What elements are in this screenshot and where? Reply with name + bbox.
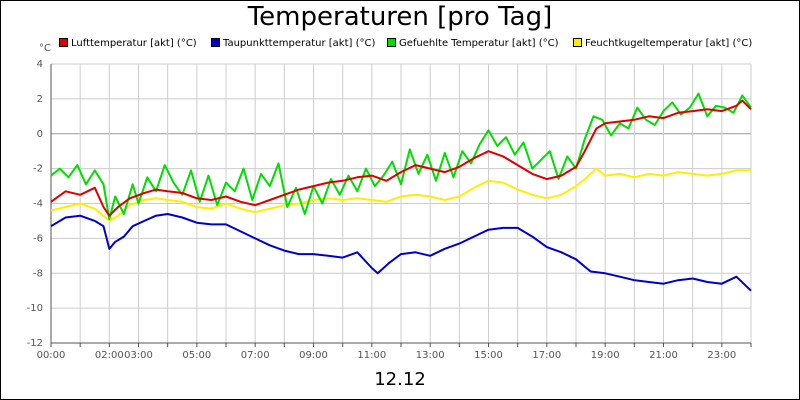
legend-label-taupunkttemperatur: Taupunkttemperatur [akt] (°C) <box>223 38 376 49</box>
chart-title: Temperaturen [pro Tag] <box>247 2 553 32</box>
legend-label-gefuehlte-temperatur: Gefuehlte Temperatur [akt] (°C) <box>399 38 559 49</box>
y-tick-label: -4 <box>33 199 43 210</box>
x-tick-label: 13:00 <box>416 350 445 361</box>
x-tick-label: 02:00 <box>95 350 124 361</box>
x-tick-label: 15:00 <box>474 350 503 361</box>
legend-item-lufttemperatur: Lufttemperatur [akt] (°C) <box>59 38 197 49</box>
x-tick-label: 17:00 <box>532 350 561 361</box>
x-tick-label: 03:00 <box>124 350 153 361</box>
legend-item-gefuehlte-temperatur: Gefuehlte Temperatur [akt] (°C) <box>387 38 558 49</box>
y-tick-label: -2 <box>33 164 43 175</box>
y-tick-label: 0 <box>37 129 43 140</box>
legend-label-lufttemperatur: Lufttemperatur [akt] (°C) <box>71 38 197 49</box>
series-line-2 <box>50 92 752 221</box>
legend-swatch-lufttemperatur <box>59 38 68 47</box>
x-tick-label: 21:00 <box>649 350 678 361</box>
y-tick-label: 4 <box>37 59 43 70</box>
legend-swatch-taupunkttemperatur <box>211 38 220 47</box>
axes <box>50 64 752 347</box>
y-tick-label: -8 <box>33 268 43 279</box>
series-line-0 <box>50 99 752 217</box>
x-tick-label: 11:00 <box>357 350 386 361</box>
x-tick-label: 09:00 <box>299 350 328 361</box>
legend-item-feuchtkugeltemperatur: Feuchtkugeltemperatur [akt] (°C) <box>573 38 752 49</box>
x-tick-label: 05:00 <box>182 350 211 361</box>
x-tick-label: 00:00 <box>37 350 66 361</box>
series-line-1 <box>50 213 752 292</box>
legend-swatch-feuchtkugeltemperatur <box>573 38 582 47</box>
y-tick-label: 2 <box>37 94 43 105</box>
legend-item-taupunkttemperatur: Taupunkttemperatur [akt] (°C) <box>211 38 375 49</box>
x-tick-label: 19:00 <box>591 350 620 361</box>
legend-swatch-gefuehlte-temperatur <box>387 38 396 47</box>
y-tick-label: -6 <box>33 233 43 244</box>
chart-legend: Lufttemperatur [akt] (°C) Taupunkttemper… <box>1 38 799 54</box>
y-tick-label: -12 <box>27 338 43 349</box>
series-line-3 <box>50 167 751 222</box>
x-tick-label: 23:00 <box>707 350 736 361</box>
legend-label-feuchtkugeltemperatur: Feuchtkugeltemperatur [akt] (°C) <box>585 38 753 49</box>
x-tick-label: 07:00 <box>241 350 270 361</box>
y-axis-unit-label: °C <box>39 43 51 54</box>
series-lines <box>50 92 752 292</box>
date-label: 12.12 <box>374 369 426 390</box>
y-tick-label: -10 <box>27 303 43 314</box>
